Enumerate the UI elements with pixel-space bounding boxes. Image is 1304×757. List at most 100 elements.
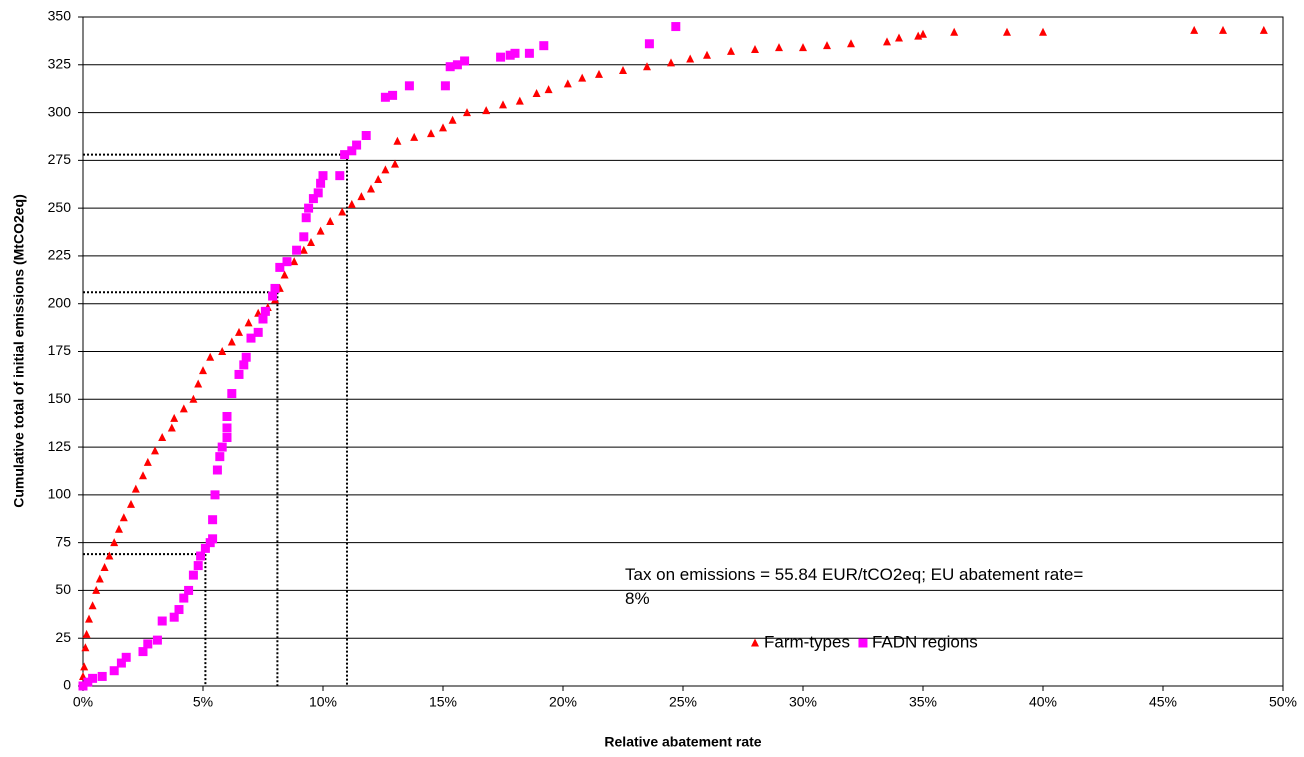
square-marker — [388, 90, 398, 100]
y-tick-label: 100 — [48, 486, 72, 502]
square-marker — [241, 352, 251, 362]
square-marker — [308, 194, 318, 204]
triangle-marker — [143, 457, 152, 466]
square-marker — [340, 150, 350, 160]
triangle-marker — [515, 96, 524, 105]
triangle-marker — [895, 33, 903, 42]
square-marker — [268, 291, 278, 301]
square-marker — [524, 48, 534, 58]
square-marker — [179, 593, 189, 603]
square-marker — [275, 262, 285, 272]
legend-label: FADN regions — [872, 632, 978, 651]
x-tick-label: 30% — [789, 694, 817, 710]
y-tick-label: 300 — [48, 103, 72, 119]
triangle-marker — [85, 614, 93, 623]
legend-marker — [751, 638, 759, 647]
triangle-marker — [158, 433, 167, 442]
square-marker — [445, 62, 455, 72]
y-tick-label: 200 — [48, 294, 72, 310]
triangle-marker — [595, 69, 603, 78]
triangle-marker — [775, 43, 783, 52]
square-marker — [452, 60, 462, 70]
square-marker — [496, 52, 506, 62]
square-marker — [196, 551, 206, 561]
triangle-marker — [105, 551, 114, 560]
triangle-marker — [307, 238, 315, 247]
y-tick-label: 125 — [48, 438, 72, 454]
square-marker — [193, 561, 203, 571]
square-marker — [260, 306, 270, 316]
square-marker — [217, 442, 227, 452]
triangle-marker — [81, 643, 90, 652]
plot-border — [82, 16, 1284, 687]
square-marker — [188, 570, 198, 580]
square-marker — [78, 681, 88, 691]
square-marker — [121, 652, 131, 662]
square-marker — [352, 140, 362, 150]
square-marker — [258, 314, 268, 324]
triangle-marker — [326, 217, 335, 226]
triangle-marker — [1039, 27, 1047, 36]
square-marker — [200, 543, 210, 553]
x-tick-label: 10% — [309, 694, 337, 710]
y-tick-label: 275 — [48, 151, 72, 167]
triangle-marker — [100, 562, 109, 571]
triangle-marker — [199, 366, 207, 375]
square-marker — [299, 232, 309, 242]
triangle-marker — [244, 318, 253, 327]
y-tick-label: 350 — [48, 8, 72, 24]
triangle-marker — [316, 226, 325, 235]
triangle-marker — [374, 174, 383, 183]
square-marker — [88, 673, 98, 683]
square-marker — [83, 677, 93, 687]
square-marker — [169, 612, 179, 622]
x-tick-label: 45% — [1149, 694, 1177, 710]
x-tick-label: 50% — [1269, 694, 1297, 710]
square-marker — [313, 188, 323, 198]
square-marker — [539, 41, 549, 51]
triangle-marker — [919, 29, 927, 38]
triangle-marker — [578, 73, 587, 82]
square-marker — [109, 666, 119, 676]
square-marker — [270, 283, 280, 293]
square-marker — [116, 658, 126, 668]
triangle-marker — [391, 159, 399, 168]
triangle-marker — [194, 379, 203, 388]
square-marker — [301, 213, 311, 223]
triangle-marker — [235, 327, 243, 336]
triangle-marker — [92, 585, 101, 594]
triangle-marker — [280, 270, 289, 279]
triangle-marker — [88, 601, 97, 610]
square-marker — [152, 635, 162, 645]
triangle-marker — [206, 352, 215, 361]
y-tick-label: 75 — [55, 533, 71, 549]
triangle-marker — [338, 207, 347, 216]
triangle-marker — [427, 129, 435, 138]
y-tick-label: 50 — [55, 581, 71, 597]
square-marker — [239, 360, 249, 370]
triangle-marker — [410, 132, 419, 141]
triangle-marker — [139, 471, 147, 480]
triangle-marker — [218, 347, 227, 355]
triangle-marker — [151, 446, 159, 455]
triangle-marker — [799, 43, 807, 52]
square-marker — [304, 203, 314, 213]
triangle-marker — [115, 524, 123, 533]
legend-marker — [858, 638, 868, 648]
triangle-marker — [448, 115, 457, 124]
triangle-marker — [357, 192, 366, 201]
square-marker — [208, 515, 218, 525]
triangle-marker — [643, 62, 651, 71]
y-tick-label: 250 — [48, 199, 72, 215]
triangle-marker — [619, 66, 627, 75]
triangle-marker — [883, 37, 891, 46]
triangle-marker — [119, 513, 128, 522]
square-marker — [222, 423, 232, 433]
square-marker — [404, 81, 414, 91]
y-tick-label: 175 — [48, 342, 72, 358]
triangle-marker — [686, 54, 695, 63]
triangle-marker — [381, 165, 390, 174]
triangle-marker — [170, 413, 179, 422]
triangle-marker — [131, 484, 140, 493]
square-marker — [292, 245, 302, 255]
